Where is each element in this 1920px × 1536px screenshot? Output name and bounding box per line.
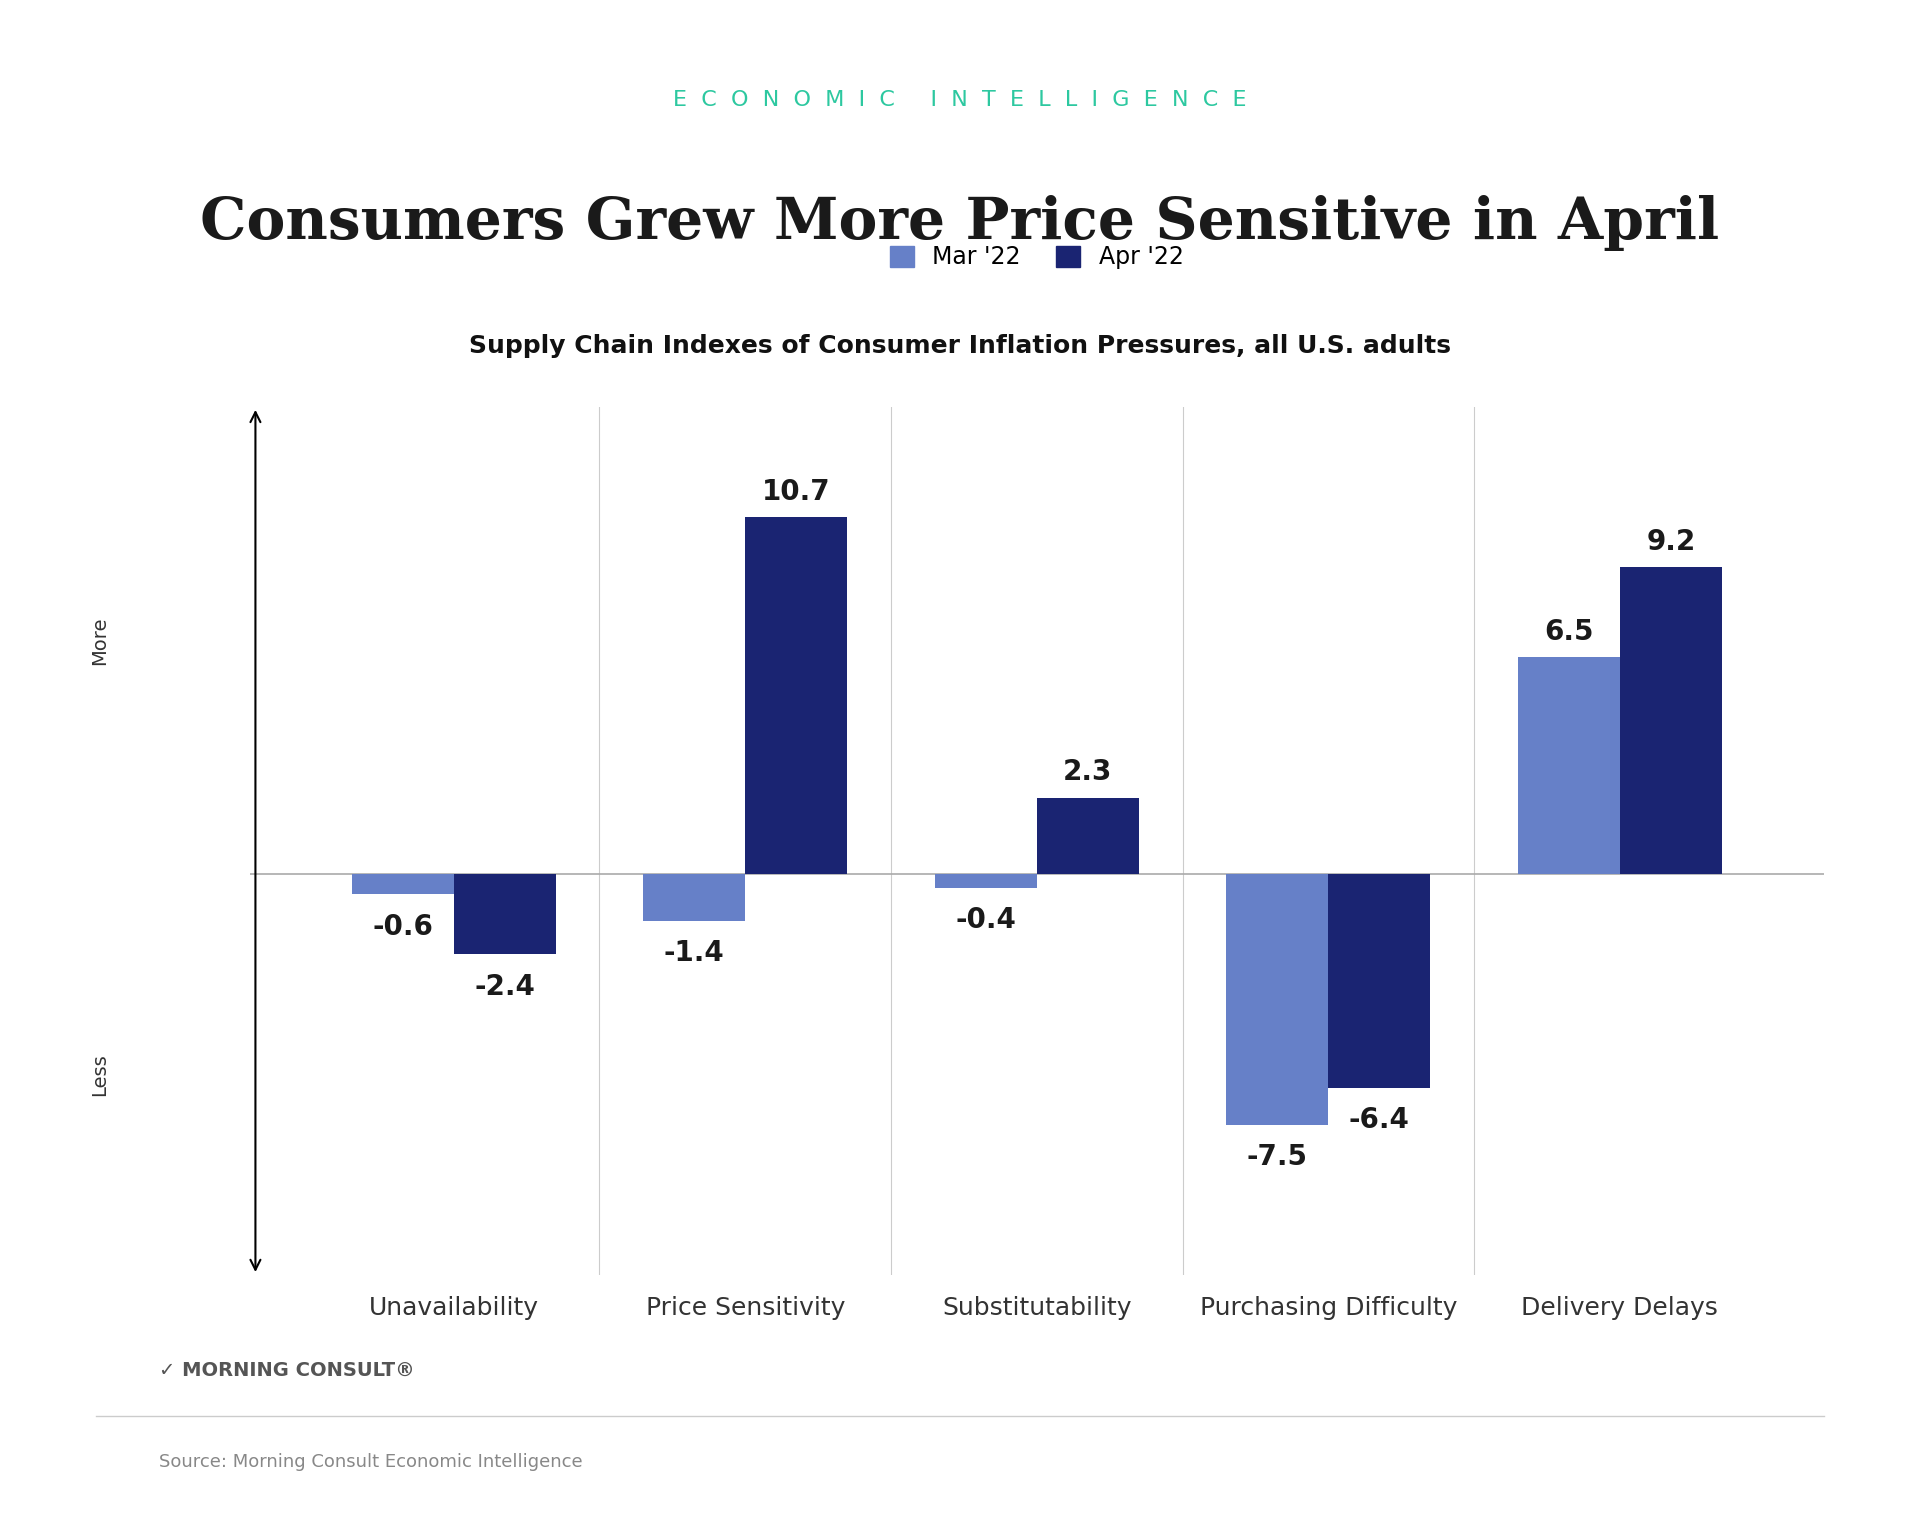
Bar [745, 518, 847, 874]
Text: 9.2: 9.2 [1645, 527, 1695, 556]
Bar [1329, 874, 1430, 1087]
Legend: Mar '22, Apr '22: Mar '22, Apr '22 [889, 246, 1185, 269]
Text: Source: Morning Consult Economic Intelligence: Source: Morning Consult Economic Intelli… [159, 1453, 584, 1471]
Text: 6.5: 6.5 [1544, 617, 1594, 645]
Text: 10.7: 10.7 [762, 478, 831, 505]
Text: -2.4: -2.4 [474, 972, 536, 1001]
Bar [643, 874, 745, 922]
Text: -6.4: -6.4 [1350, 1106, 1409, 1134]
Text: More: More [90, 616, 109, 665]
Bar [1620, 567, 1722, 874]
Text: 2.3: 2.3 [1064, 757, 1112, 786]
Text: -0.6: -0.6 [372, 912, 434, 940]
Text: -7.5: -7.5 [1246, 1143, 1308, 1170]
Text: ✓ MORNING CONSULT®: ✓ MORNING CONSULT® [159, 1361, 415, 1379]
Bar [453, 874, 555, 954]
Bar [1037, 797, 1139, 874]
Text: -1.4: -1.4 [664, 940, 724, 968]
Text: E  C  O  N  O  M  I  C     I  N  T  E  L  L  I  G  E  N  C  E: E C O N O M I C I N T E L L I G E N C E [674, 89, 1246, 111]
Text: Less: Less [90, 1054, 109, 1097]
Text: Supply Chain Indexes of Consumer Inflation Pressures, all U.S. adults: Supply Chain Indexes of Consumer Inflati… [468, 333, 1452, 358]
Bar [1519, 657, 1620, 874]
Bar [351, 874, 453, 894]
Bar [1227, 874, 1329, 1124]
Text: -0.4: -0.4 [956, 906, 1016, 934]
Text: Consumers Grew More Price Sensitive in April: Consumers Grew More Price Sensitive in A… [200, 195, 1720, 250]
Bar [935, 874, 1037, 888]
